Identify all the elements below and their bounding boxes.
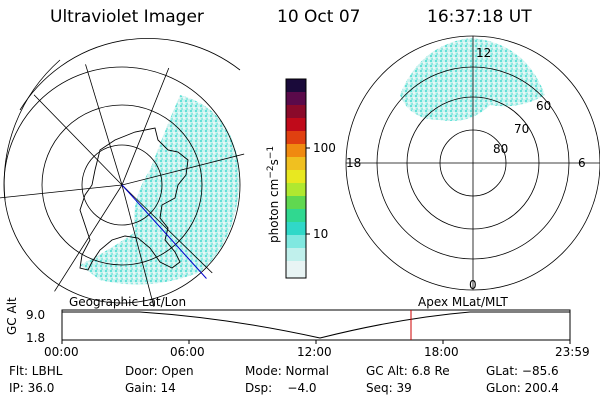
y-tick-1-8: 1.8 xyxy=(26,331,46,345)
y-axis-title: GC Alt xyxy=(5,297,19,335)
mlt-label-12: 12 xyxy=(476,46,491,60)
gain-status: Gain: 14 xyxy=(125,381,176,395)
lat-label-70: 70 xyxy=(514,122,529,136)
y-tick-9: 9.0 xyxy=(26,308,46,322)
mlt-label-0: 0 xyxy=(469,278,477,292)
coastline xyxy=(79,127,189,271)
mlt-label-18: 18 xyxy=(346,156,361,170)
lat-label-60: 60 xyxy=(536,99,551,113)
polar-map: 12 6 0 18 60 70 80 xyxy=(345,35,600,292)
filter-status: Flt: LBHL xyxy=(9,364,63,378)
dsp-status: Dsp: −4.0 xyxy=(245,381,317,395)
mlt-label-6: 6 xyxy=(578,156,586,170)
x-tick-1800: 18:00 xyxy=(424,345,459,359)
altitude-curve xyxy=(62,311,570,339)
x-tick-0000: 00:00 xyxy=(44,345,79,359)
polar-aurora-footprint xyxy=(400,38,545,121)
colorbar-label: photon cm−2s−1 xyxy=(266,146,281,243)
x-tick-2359: 23:59 xyxy=(555,345,590,359)
ip-status: IP: 36.0 xyxy=(9,381,55,395)
gc-alt-status: GC Alt: 6.8 Re xyxy=(366,364,450,378)
x-tick-1200: 12:00 xyxy=(297,345,332,359)
seq-status: Seq: 39 xyxy=(366,381,412,395)
date-label: 10 Oct 07 xyxy=(277,7,361,27)
x-tick-0600: 06:00 xyxy=(170,345,205,359)
mode-status: Mode: Normal xyxy=(245,364,329,378)
glat-status: GLat: −85.6 xyxy=(486,364,559,378)
instrument-title: Ultraviolet Imager xyxy=(50,7,204,27)
apex-caption: Apex MLat/MLT xyxy=(418,295,508,309)
geo-aurora-footprint xyxy=(80,95,240,285)
geographic-map xyxy=(0,59,248,311)
colorbar: 100 10 photon cm−2s−1 xyxy=(266,78,336,279)
geo-outer-arcs xyxy=(3,37,241,201)
glon-status: GLon: 200.4 xyxy=(486,381,559,395)
time-label: 16:37:18 UT xyxy=(427,7,532,27)
lat-label-80: 80 xyxy=(493,142,508,156)
terminator-line xyxy=(121,184,216,289)
colorbar-tick-100: 100 xyxy=(313,141,336,155)
geographic-caption: Geographic Lat/Lon xyxy=(69,295,187,309)
colorbar-tick-10: 10 xyxy=(313,227,328,241)
altitude-timeline xyxy=(61,309,571,344)
door-status: Door: Open xyxy=(125,364,194,378)
